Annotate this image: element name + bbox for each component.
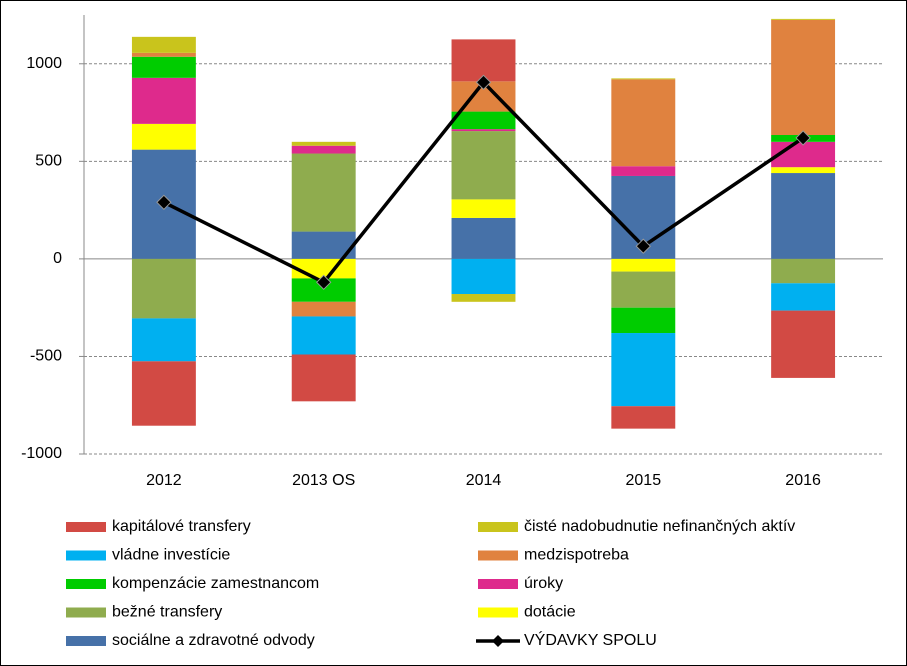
bar-segment: [611, 166, 676, 176]
legend-marker: [492, 635, 504, 647]
x-tick-label: 2013 OS: [292, 472, 355, 489]
legend-label: medzispotreba: [524, 547, 629, 564]
bar-segment: [611, 333, 676, 407]
bar-segment: [771, 19, 836, 135]
bar-segment: [451, 39, 516, 82]
bar-segment: [291, 278, 356, 302]
y-tick-label: -1000: [21, 445, 62, 462]
legend-label: kompenzácie zamestnancom: [112, 575, 319, 592]
legend-swatch: [478, 607, 518, 618]
bar-segment: [291, 301, 356, 317]
legend-swatch: [66, 579, 106, 589]
bar-segment: [451, 258, 516, 295]
bar-segment: [451, 129, 516, 132]
legend-swatch: [66, 636, 106, 646]
x-tick-label: 2014: [466, 472, 502, 489]
bar-segment: [131, 361, 196, 426]
bar-segment: [771, 173, 836, 259]
bar-segment: [291, 316, 356, 355]
bar-segment: [611, 406, 676, 429]
bar-segment: [451, 131, 516, 200]
legend-label: vládne investície: [112, 547, 230, 564]
bar-segment: [771, 141, 836, 168]
bar-segment: [131, 123, 196, 150]
bar-segment: [131, 318, 196, 362]
bar-segment: [771, 258, 836, 284]
bar-segment: [291, 153, 356, 232]
x-tick-label: 2012: [146, 472, 182, 489]
x-tick-label: 2015: [626, 472, 662, 489]
bar-segment: [291, 354, 356, 402]
bar-segment: [291, 141, 356, 146]
legend-label: čisté nadobudnutie nefinančných aktív: [524, 518, 795, 535]
bar-segment: [611, 307, 676, 334]
bar-segment: [131, 52, 196, 57]
line-marker: [315, 274, 332, 291]
legend-label: sociálne a zdravotné odvody: [112, 632, 315, 649]
legend-label: VÝDAVKY SPOLU: [524, 630, 657, 649]
legend-label: dotácie: [524, 604, 576, 621]
y-tick-label: 1000: [26, 55, 62, 72]
bar-segment: [771, 283, 836, 311]
legend-label: bežné transfery: [112, 604, 222, 621]
line-marker: [156, 194, 172, 211]
bar-segment: [451, 111, 516, 130]
bar-segment: [611, 271, 676, 308]
bar-segment: [131, 36, 196, 53]
bar-segment: [611, 258, 676, 272]
line-marker: [475, 74, 492, 91]
line-marker: [635, 238, 652, 254]
bar-segment: [291, 145, 356, 154]
y-tick-label: 0: [53, 250, 62, 267]
legend-swatch: [66, 550, 106, 561]
legend-label: kapitálové transfery: [112, 518, 251, 535]
bar-segment: [771, 310, 836, 378]
legend-swatch: [478, 522, 518, 532]
legend-swatch: [66, 522, 106, 532]
bar-segment: [451, 199, 516, 218]
bar-segment: [451, 217, 516, 259]
bar-segment: [451, 294, 516, 302]
y-tick-label: 500: [35, 153, 62, 170]
bar-segment: [771, 18, 836, 20]
bar-segment: [131, 56, 196, 78]
bar-segment: [131, 258, 196, 319]
bar-segment: [611, 79, 676, 167]
legend-swatch: [478, 579, 518, 589]
line-marker: [795, 130, 811, 146]
legend-swatch: [66, 607, 106, 618]
y-tick-label: -500: [30, 348, 62, 365]
bar-segment: [131, 77, 196, 124]
bar-segment: [611, 78, 676, 80]
bar-segment: [771, 167, 836, 174]
legend-swatch: [478, 550, 518, 561]
x-tick-label: 2016: [785, 472, 821, 489]
legend-label: úroky: [524, 575, 563, 592]
